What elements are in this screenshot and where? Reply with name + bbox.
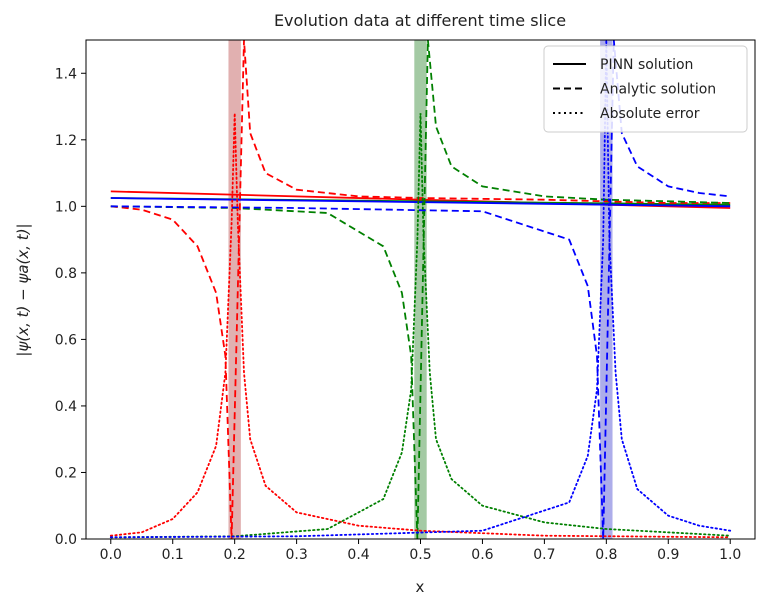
- legend-box: [543, 45, 748, 133]
- y-axis-label: |ψ(x, t) − ψa(x, t)|: [14, 223, 32, 356]
- series-line-dashed-5: [110, 40, 731, 539]
- series-line-dashed-3: [110, 40, 731, 539]
- x-tick-label-3: 0.3: [285, 547, 307, 563]
- series-line-solid-2: [110, 197, 731, 208]
- y-tick-label-6: 1.2: [55, 133, 77, 149]
- x-axis-label: x: [416, 578, 425, 596]
- x-tick-label-0: 0.0: [100, 547, 122, 563]
- highlight-bands: [228, 40, 613, 539]
- highlight-band-0: [228, 40, 241, 539]
- legend: PINN solution Analytic solution Absolute e…: [543, 45, 748, 133]
- x-tick-label-7: 0.7: [533, 547, 555, 563]
- series-line-dotted-7: [109, 113, 732, 539]
- highlight-band-1: [414, 40, 427, 539]
- highlight-band-2: [600, 40, 613, 539]
- x-tick-label-10: 1.0: [719, 547, 741, 563]
- legend-label-dotted: Absolute error: [600, 106, 700, 122]
- x-tick-label-1: 0.1: [162, 547, 184, 563]
- series-line-dashed-4: [110, 40, 731, 539]
- y-tick-label-0: 0.0: [55, 532, 77, 548]
- y-tick-label-7: 1.4: [55, 66, 77, 82]
- chart-title: Evolution data at different time slice: [274, 11, 566, 30]
- x-tick-label-9: 0.9: [657, 547, 679, 563]
- y-tick-label-5: 1.0: [55, 199, 77, 215]
- y-tick-label-4: 0.8: [55, 266, 77, 282]
- x-axis-ticks: 0.0 0.1 0.2 0.3 0.4 0.5 0.6 0.7 0.8 0.9 1.0: [100, 539, 741, 563]
- legend-label-solid: PINN solution: [600, 57, 693, 73]
- series-line-dotted-6: [109, 113, 732, 539]
- y-axis-ticks: 0.0 0.2 0.4 0.6 0.8 1.0 1.2 1.4: [55, 66, 86, 548]
- y-tick-label-1: 0.2: [55, 465, 77, 481]
- x-tick-label-8: 0.8: [595, 547, 617, 563]
- legend-label-dashed: Analytic solution: [600, 82, 716, 98]
- series-line-dotted-8: [109, 40, 732, 539]
- series-group: [109, 40, 732, 539]
- x-tick-label-2: 0.2: [224, 547, 246, 563]
- y-tick-label-3: 0.6: [55, 332, 77, 348]
- x-tick-label-4: 0.4: [347, 547, 369, 563]
- x-tick-label-6: 0.6: [471, 547, 493, 563]
- y-tick-label-2: 0.4: [55, 399, 77, 415]
- x-tick-label-5: 0.5: [409, 547, 431, 563]
